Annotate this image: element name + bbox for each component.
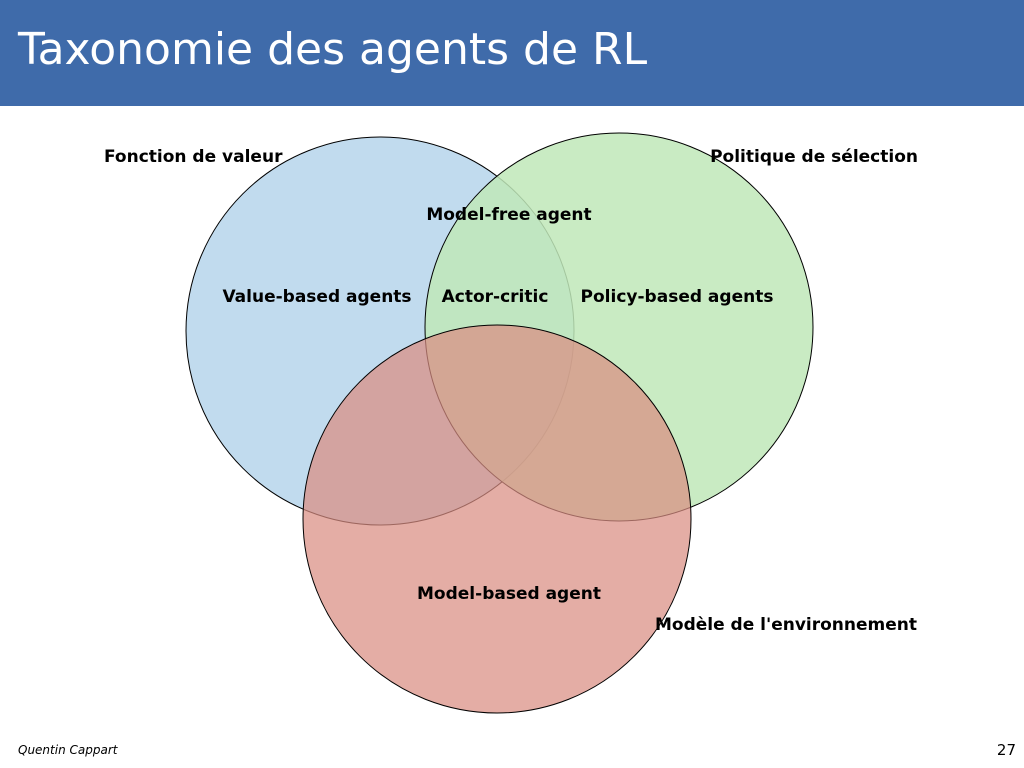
model-label: Modèle de l'environnement [655, 615, 917, 635]
title-bar: Taxonomie des agents de RL [0, 0, 1024, 106]
policy-based-label: Policy-based agents [581, 287, 774, 307]
value-function-label: Fonction de valeur [104, 147, 283, 167]
model-based-label: Model-based agent [417, 584, 601, 604]
page-number: 27 [996, 741, 1016, 759]
slide-title: Taxonomie des agents de RL [18, 24, 648, 75]
model-circle [302, 324, 692, 714]
footer-author: Quentin Cappart [18, 743, 118, 757]
value-based-label: Value-based agents [222, 287, 411, 307]
actor-critic-label: Actor-critic [442, 287, 549, 307]
model-free-label: Model-free agent [426, 205, 591, 225]
policy-label: Politique de sélection [710, 147, 918, 167]
